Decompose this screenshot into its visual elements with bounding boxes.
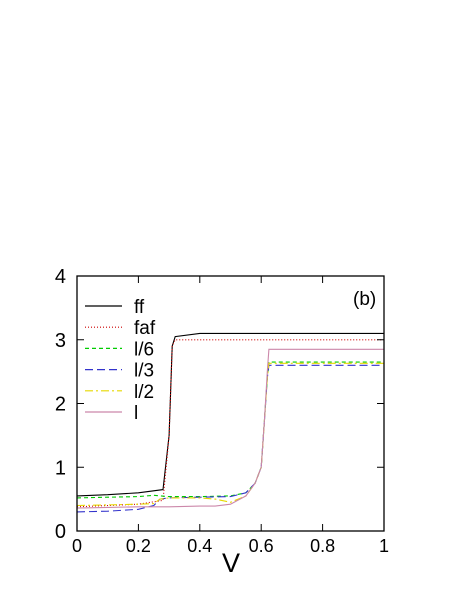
plot-frame	[76, 275, 385, 532]
series-line-l	[77, 348, 384, 509]
series-line-l-2	[77, 362, 384, 507]
x-tick-label: 0.2	[126, 536, 151, 556]
x-axis-label: V	[222, 548, 240, 578]
series-layer	[77, 332, 384, 513]
legend-label: l	[134, 403, 138, 424]
x-tick-label: 0.4	[187, 536, 212, 556]
x-tick-label: 1	[379, 536, 389, 556]
axis-ticks: 0 0.2 0.4 0.6 0.8 1 0 1 2 3 4	[55, 266, 389, 556]
y-tick-label: 4	[55, 266, 66, 288]
series-line-ff	[77, 332, 384, 497]
x-tick-label: 0.6	[249, 536, 274, 556]
panel-label: (b)	[353, 289, 376, 310]
series-line-l-6	[77, 361, 384, 499]
legend-label: l/2	[134, 382, 154, 403]
y-tick-label: 2	[55, 394, 66, 416]
x-tick-label: 0.8	[310, 536, 335, 556]
y-tick-label: 1	[55, 457, 66, 479]
legend-label: faf	[134, 318, 156, 339]
y-tick-label: 3	[55, 330, 66, 352]
legend-label: l/3	[134, 361, 154, 382]
series-line-faf	[77, 339, 384, 508]
series-line-l-3	[77, 364, 384, 513]
legend-label: l/6	[134, 339, 154, 360]
legend-label: ff	[134, 297, 145, 318]
y-tick-label: 0	[55, 521, 66, 543]
x-tick-label: 0	[72, 536, 82, 556]
